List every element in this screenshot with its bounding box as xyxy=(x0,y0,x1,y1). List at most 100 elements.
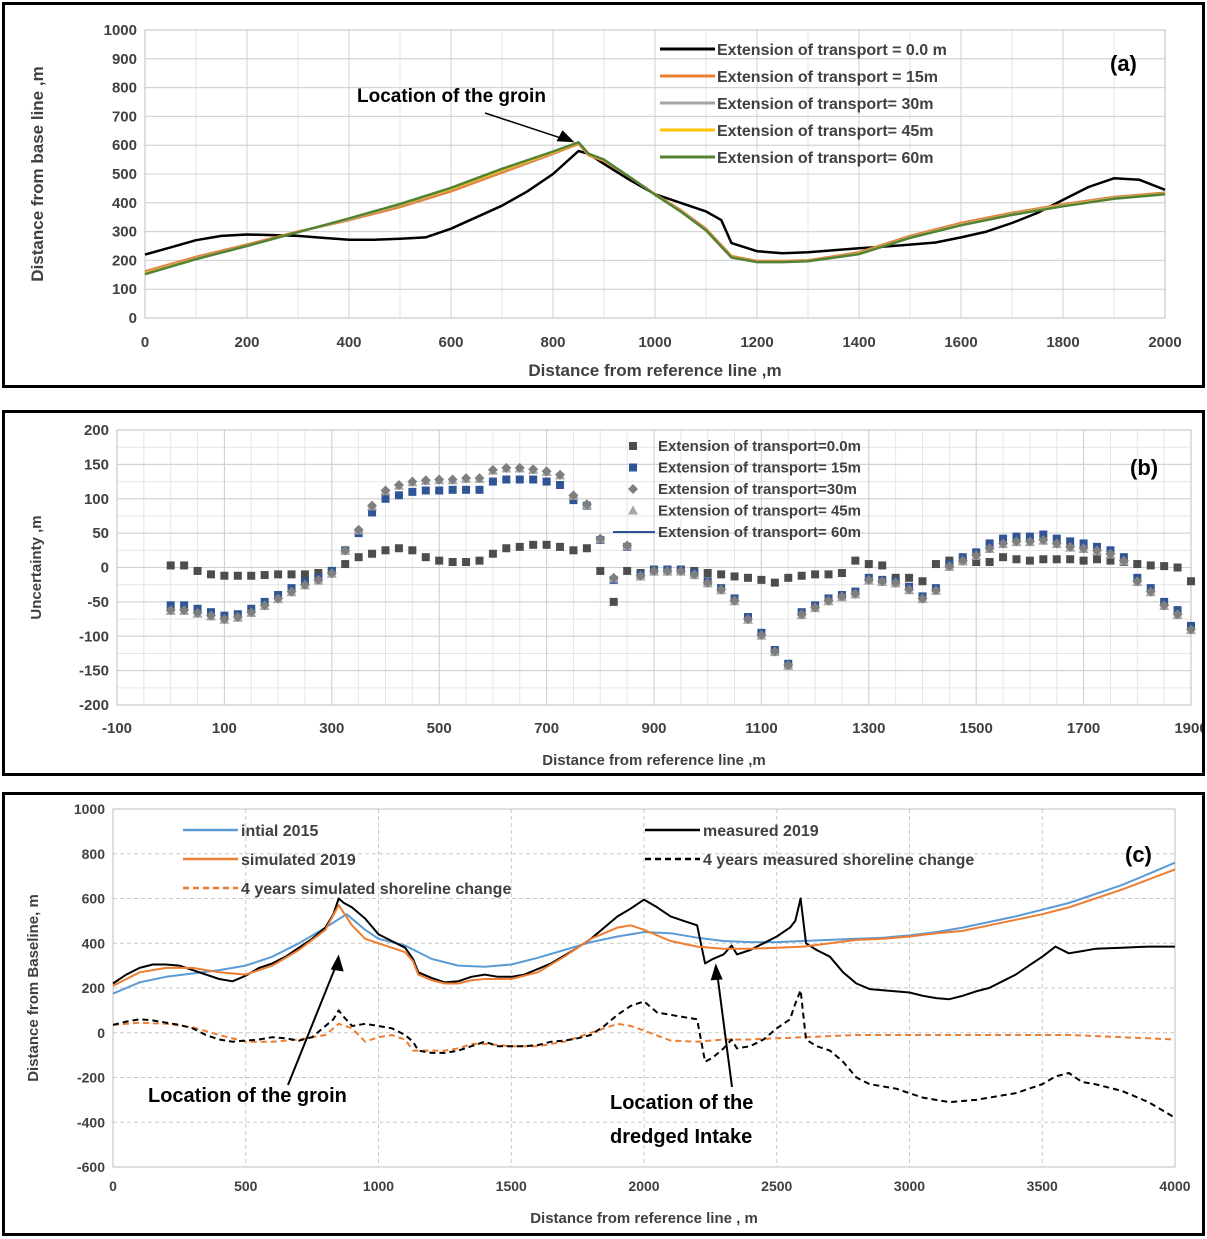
plot-area xyxy=(144,29,1166,319)
y-tick-label: -600 xyxy=(77,1159,105,1175)
marker-s2 xyxy=(756,629,767,640)
y-tick-label: 500 xyxy=(112,166,137,183)
legend-entry-2: Extension of transport=30m xyxy=(658,481,857,498)
marker-s0 xyxy=(502,544,511,553)
annotation-arrowhead xyxy=(556,130,575,143)
marker-s2 xyxy=(219,614,230,625)
x-tick-label: 500 xyxy=(234,1178,258,1194)
marker-s2 xyxy=(984,543,995,554)
marker-s0 xyxy=(462,558,471,566)
marker-s1 xyxy=(381,494,390,503)
marker-s2 xyxy=(796,609,807,620)
y-tick-label: 600 xyxy=(112,137,137,154)
marker-s0 xyxy=(556,542,565,551)
marker-s2 xyxy=(675,565,686,576)
marker-s0 xyxy=(784,573,793,582)
marker-s2 xyxy=(957,555,968,566)
marker-s2 xyxy=(944,561,955,572)
marker-s1 xyxy=(475,485,484,494)
marker-s1 xyxy=(448,485,457,494)
x-tick-label: 100 xyxy=(212,720,237,737)
marker-s0 xyxy=(878,561,887,570)
marker-s1 xyxy=(421,486,430,495)
marker-s2 xyxy=(434,474,445,485)
marker-s1 xyxy=(462,485,471,494)
y-axis-label: Uncertainty ,m xyxy=(28,515,45,619)
marker-s2 xyxy=(716,584,727,595)
y-tick-label: -100 xyxy=(79,628,109,645)
marker-s0 xyxy=(743,573,752,582)
annotation-arrow xyxy=(484,112,565,140)
marker-s2 xyxy=(595,533,606,544)
marker-s2 xyxy=(890,577,901,588)
marker-s0 xyxy=(1173,563,1182,572)
x-tick-label: 3000 xyxy=(894,1178,925,1194)
marker-s0 xyxy=(864,560,873,569)
x-tick-label: 1700 xyxy=(1067,720,1100,737)
marker-s2 xyxy=(246,607,257,618)
marker-s2 xyxy=(702,577,713,588)
y-tick-label: 100 xyxy=(112,281,137,298)
x-tick-label: 300 xyxy=(319,720,344,737)
marker-s2 xyxy=(286,586,297,597)
marker-s2 xyxy=(501,462,512,473)
marker-s0 xyxy=(394,544,403,553)
marker-s2 xyxy=(689,569,700,580)
groin-arrowhead xyxy=(330,954,344,972)
marker-s0 xyxy=(1025,556,1034,565)
x-tick-label: 1800 xyxy=(1046,334,1079,351)
marker-s0 xyxy=(529,540,538,549)
marker-s1 xyxy=(394,491,403,500)
legend-entry-3: 4 years measured shoreline change xyxy=(703,852,974,869)
legend-entry-2: Extension of transport= 30m xyxy=(717,96,934,113)
x-tick-label: 800 xyxy=(540,334,565,351)
marker-s0 xyxy=(1106,556,1115,565)
x-tick-label: 1100 xyxy=(745,720,778,737)
marker-s0 xyxy=(381,546,390,555)
y-tick-label: 1000 xyxy=(104,22,137,39)
series-line-0 xyxy=(112,861,1176,995)
marker-s0 xyxy=(300,570,309,579)
x-tick-label: 1900 xyxy=(1174,720,1202,737)
marker-s1 xyxy=(542,477,551,486)
marker-s0 xyxy=(918,577,927,586)
x-tick-label: 500 xyxy=(427,720,452,737)
marker-s0 xyxy=(274,570,283,579)
marker-s2 xyxy=(461,473,472,484)
marker-s2 xyxy=(729,595,740,606)
marker-s0 xyxy=(421,553,430,562)
legend-entry-1: measured 2019 xyxy=(703,823,819,840)
marker-s0 xyxy=(837,569,846,577)
marker-s1 xyxy=(1066,537,1075,546)
marker-s2 xyxy=(863,574,874,585)
marker-s2 xyxy=(1105,548,1116,559)
x-tick-label: 0 xyxy=(109,1178,117,1194)
marker-s0 xyxy=(341,560,350,569)
marker-s2 xyxy=(662,565,673,576)
marker-s0 xyxy=(542,540,551,549)
marker-s1 xyxy=(529,475,538,484)
x-tick-label: 2000 xyxy=(1148,334,1181,351)
marker-s2 xyxy=(447,474,458,485)
y-tick-label: -50 xyxy=(87,594,109,611)
chart-panel-c: 0 500 1000 1500 2000 2500 3000 3500 4000 -600 -400… xyxy=(2,792,1205,1236)
x-axis-label: Distance from reference line ,m xyxy=(542,752,765,769)
marker-s2 xyxy=(1159,600,1170,611)
legend-entry-3: Extension of transport= 45m xyxy=(717,123,934,140)
x-tick-label: 1000 xyxy=(363,1178,394,1194)
marker-s0 xyxy=(623,566,632,575)
marker-s2 xyxy=(742,614,753,625)
marker-s2 xyxy=(555,469,566,480)
series-line-4 xyxy=(112,1021,1176,1052)
marker-s0 xyxy=(1079,556,1088,565)
marker-s2 xyxy=(568,490,579,501)
y-tick-label: 800 xyxy=(82,846,106,862)
marker-s2 xyxy=(165,605,176,616)
x-tick-label: -100 xyxy=(102,720,132,737)
marker-s0 xyxy=(220,571,229,580)
marker-s0 xyxy=(260,571,269,580)
marker-s0 xyxy=(905,573,914,582)
marker-s1 xyxy=(502,475,511,484)
marker-s0 xyxy=(247,571,256,580)
x-tick-label: 2500 xyxy=(761,1178,792,1194)
